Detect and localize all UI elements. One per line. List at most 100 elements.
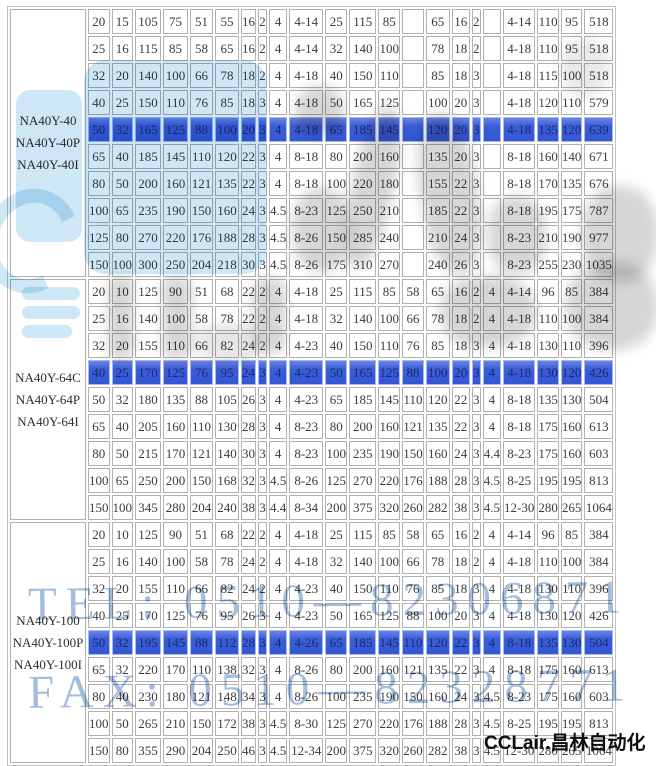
spec-cell: 2: [258, 333, 267, 358]
table-row: 100 65 250 200 150 168 32 3 4.5 8-26 125 270 220 176 1…: [10, 468, 614, 493]
spec-cell: 26: [241, 387, 256, 412]
spec-cell: 130: [537, 360, 559, 385]
spec-cell: 50: [88, 630, 110, 655]
spec-cell: 18: [241, 90, 256, 115]
spec-cell: 160: [560, 414, 583, 439]
spec-cell: 25: [325, 279, 348, 304]
spec-cell: 220: [349, 171, 377, 196]
spec-cell: 172: [215, 711, 239, 736]
spec-cell: 170: [163, 441, 188, 466]
spec-cell: 110: [537, 9, 559, 34]
spec-cell: 18: [451, 576, 470, 601]
spec-cell: 396: [584, 333, 614, 358]
spec-cell: 82: [215, 576, 239, 601]
spec-cell: 32: [88, 333, 110, 358]
spec-cell: [482, 36, 501, 61]
spec-cell: 165: [135, 117, 161, 142]
spec-cell: 3: [258, 738, 267, 763]
table-row: 50 32 165 125 88 100 20 3 4 4-18 65 185 145 120 20 3 4-1…: [10, 117, 614, 142]
spec-cell: 150: [190, 711, 213, 736]
spec-cell: 282: [425, 495, 450, 520]
spec-cell: 813: [584, 468, 614, 493]
spec-cell: 8-26: [289, 252, 324, 277]
spec-cell: 210: [425, 225, 450, 250]
model-name: NA40Y-40P: [15, 135, 81, 150]
spec-cell: 125: [378, 603, 401, 628]
spec-cell: 100: [111, 252, 133, 277]
spec-cell: 4: [269, 90, 288, 115]
spec-cell: 125: [378, 90, 401, 115]
spec-cell: 3: [258, 387, 267, 412]
spec-cell: 110: [560, 90, 583, 115]
spec-cell: 3: [258, 225, 267, 250]
spec-cell: 110: [190, 657, 213, 682]
spec-cell: 18: [241, 63, 256, 88]
spec-cell: 12-30: [503, 495, 536, 520]
spec-cell: 4-18: [503, 360, 536, 385]
spec-cell: 22: [451, 630, 470, 655]
spec-cell: 65: [88, 657, 110, 682]
spec-cell: 100: [88, 468, 110, 493]
spec-cell: 100: [325, 441, 348, 466]
spec-cell: 8-18: [503, 630, 536, 655]
spec-cell: 185: [349, 387, 377, 412]
spec-cell: 85: [425, 63, 450, 88]
spec-cell: 18: [451, 306, 470, 331]
spec-cell: 8-26: [289, 225, 324, 250]
spec-cell: 65: [325, 630, 348, 655]
spec-cell: 20: [241, 117, 256, 142]
spec-cell: 160: [560, 684, 583, 709]
spec-cell: 25: [325, 522, 348, 547]
spec-cell: 260: [402, 738, 424, 763]
spec-cell: 135: [537, 387, 559, 412]
spec-cell: 150: [190, 198, 213, 223]
spec-cell: 210: [537, 225, 559, 250]
spec-cell: 8-23: [503, 684, 536, 709]
spec-cell: 76: [190, 90, 213, 115]
spec-cell: [482, 9, 501, 34]
spec-cell: 120: [425, 117, 450, 142]
table-row: 125 80 270 220 176 188 28 3 4.5 8-26 150 285 240 210 2…: [10, 225, 614, 250]
spec-cell: 1064: [584, 495, 614, 520]
spec-cell: 58: [190, 549, 213, 574]
table-row: 50 32 180 135 88 105 26 3 4 4-23 65 185 145 110 120 22 3…: [10, 387, 614, 412]
spec-cell: 25: [88, 549, 110, 574]
spec-cell: 115: [135, 36, 161, 61]
spec-cell: 3: [258, 684, 267, 709]
spec-cell: 200: [135, 171, 161, 196]
spec-cell: 120: [425, 387, 450, 412]
spec-cell: 140: [349, 36, 377, 61]
spec-cell: 121: [190, 441, 213, 466]
spec-cell: 18: [451, 549, 470, 574]
spec-cell: 16: [241, 9, 256, 34]
spec-cell: 175: [560, 198, 583, 223]
spec-cell: 2: [258, 549, 267, 574]
spec-cell: 8-34: [289, 495, 324, 520]
spec-cell: 20: [111, 576, 133, 601]
spec-cell: 220: [135, 657, 161, 682]
spec-cell: 4: [482, 279, 501, 304]
spec-cell: [402, 144, 424, 169]
table-row: 25 16 115 85 58 65 16 2 4 4-14 32 140 100 78 18 2 4-18 11…: [10, 36, 614, 61]
spec-cell: 4.5: [482, 684, 501, 709]
spec-cell: 150: [402, 684, 424, 709]
spec-cell: 270: [135, 225, 161, 250]
spec-cell: 140: [135, 549, 161, 574]
spec-cell: 138: [215, 657, 239, 682]
spec-cell: 204: [190, 252, 213, 277]
spec-cell: 22: [451, 171, 470, 196]
spec-cell: 78: [215, 549, 239, 574]
spec-cell: 38: [451, 738, 470, 763]
spec-cell: 4-14: [503, 522, 536, 547]
spec-cell: 22: [451, 657, 470, 682]
spec-cell: 175: [537, 441, 559, 466]
spec-cell: 26: [241, 603, 256, 628]
spec-cell: 100: [560, 549, 583, 574]
spec-cell: 3: [471, 468, 481, 493]
spec-cell: 28: [451, 468, 470, 493]
spec-cell: 50: [111, 441, 133, 466]
spec-cell: 110: [163, 576, 188, 601]
spec-cell: 4.5: [482, 738, 501, 763]
spec-cell: 4: [482, 387, 501, 412]
spec-cell: 3: [471, 252, 481, 277]
